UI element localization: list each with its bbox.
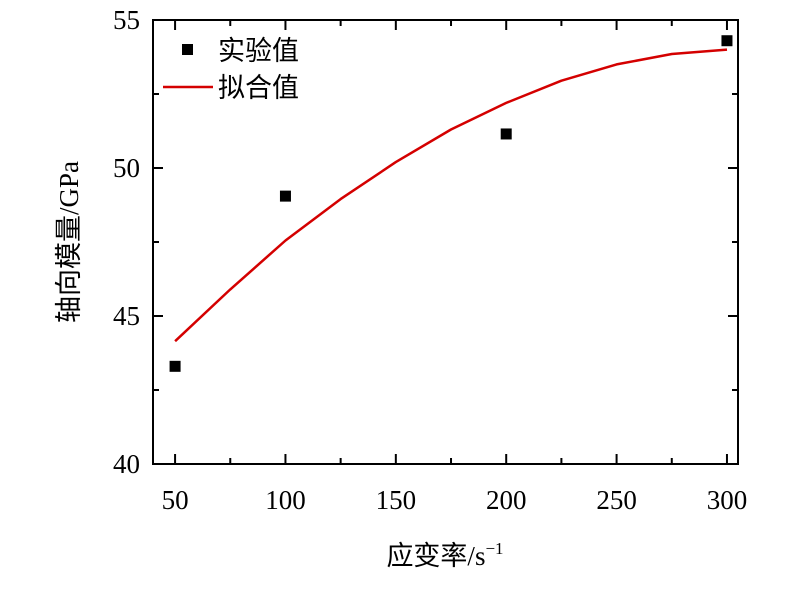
legend-label-experimental: 实验值 xyxy=(218,36,299,66)
tick-labels: 50 100 150 200 250 300 40 45 50 55 xyxy=(113,5,747,515)
x-tick-label: 100 xyxy=(265,485,306,515)
legend: 实验值 拟合值 xyxy=(163,36,299,103)
legend-label-fit: 拟合值 xyxy=(218,73,299,103)
data-point xyxy=(721,35,733,47)
data-point xyxy=(500,128,512,140)
fit-line xyxy=(174,48,728,343)
x-tick-label: 300 xyxy=(707,485,748,515)
x-axis-label: 应变率/s−1 xyxy=(386,539,503,571)
y-tick-label: 55 xyxy=(113,5,140,35)
x-tick-label: 150 xyxy=(376,485,417,515)
y-tick-label: 45 xyxy=(113,301,140,331)
data-point xyxy=(279,190,291,202)
x-tick-label: 200 xyxy=(486,485,527,515)
x-tick-label: 50 xyxy=(162,485,189,515)
y-axis-label: 轴向模量/GPa xyxy=(54,161,84,323)
y-tick-label: 40 xyxy=(113,449,140,479)
plot-series xyxy=(169,35,733,372)
y-tick-label: 50 xyxy=(113,153,140,183)
legend-marker-experimental xyxy=(182,44,193,55)
x-tick-label: 250 xyxy=(596,485,637,515)
data-point xyxy=(169,360,181,372)
axis-ticks xyxy=(153,19,738,465)
